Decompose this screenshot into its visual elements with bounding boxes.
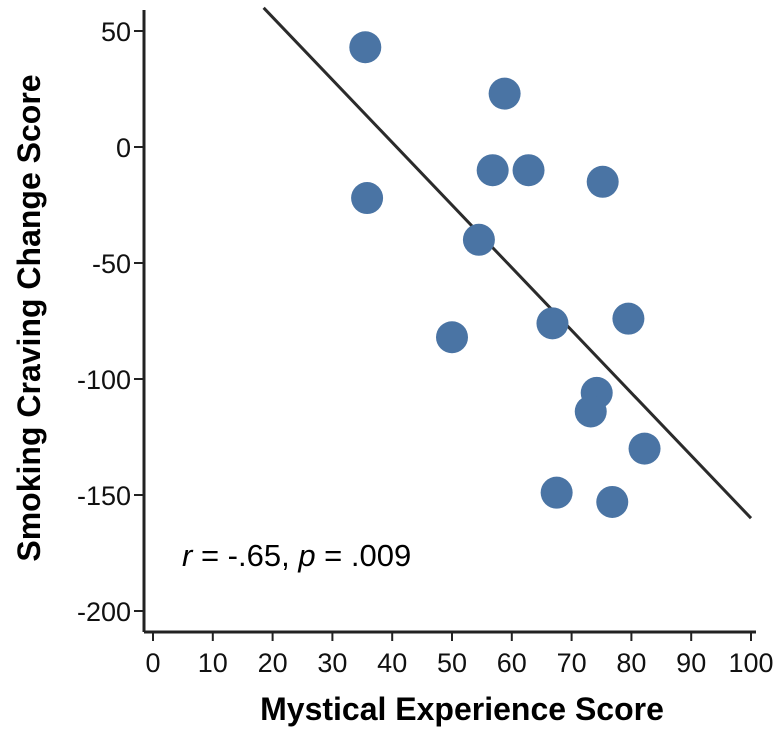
data-point xyxy=(512,154,545,187)
y-tick-label: 50 xyxy=(101,17,131,47)
p-label: p xyxy=(297,538,315,573)
data-point xyxy=(628,432,661,465)
correlation-annotation: r = -.65, p = .009 xyxy=(182,538,411,573)
x-tick-label: 20 xyxy=(258,648,288,678)
r-label: r xyxy=(182,538,194,573)
y-axis: 50 0 -50 -100 -150 -200 xyxy=(77,10,146,632)
data-point xyxy=(436,321,468,354)
data-point xyxy=(612,302,645,335)
y-tick-label: 0 xyxy=(116,133,131,163)
regression-line xyxy=(262,6,753,520)
x-tick-label: 60 xyxy=(497,648,527,678)
x-tick-group: 0 10 20 30 40 50 60 70 80 90 100 xyxy=(145,632,774,678)
data-point xyxy=(596,485,629,518)
x-tick-label: 30 xyxy=(317,648,347,678)
y-axis-title: Smoking Craving Change Score xyxy=(11,74,47,561)
x-axis-title: Mystical Experience Score xyxy=(260,691,664,727)
data-point xyxy=(574,395,607,428)
r-value-text: = -.65, xyxy=(192,538,298,573)
x-tick-label: 100 xyxy=(728,648,773,678)
data-point xyxy=(540,476,573,509)
data-point xyxy=(586,165,619,198)
data-point xyxy=(536,307,569,340)
data-points xyxy=(349,31,661,518)
data-point xyxy=(349,31,382,64)
x-tick-label: 0 xyxy=(145,648,160,678)
x-tick-label: 90 xyxy=(676,648,706,678)
x-tick-label: 10 xyxy=(198,648,228,678)
x-tick-label: 50 xyxy=(437,648,467,678)
data-point xyxy=(488,77,521,110)
y-tick-label: -100 xyxy=(77,365,131,395)
p-value-text: = .009 xyxy=(316,538,412,573)
x-tick-label: 70 xyxy=(557,648,587,678)
x-axis: 0 10 20 30 40 50 60 70 80 90 100 xyxy=(144,630,774,678)
x-tick-label: 80 xyxy=(616,648,646,678)
y-tick-group: 50 0 -50 -100 -150 -200 xyxy=(77,17,144,627)
data-point xyxy=(476,154,509,187)
x-tick-label: 40 xyxy=(377,648,407,678)
y-tick-label: -50 xyxy=(92,249,131,279)
data-point xyxy=(351,182,384,215)
y-tick-label: -150 xyxy=(77,481,131,511)
data-point xyxy=(462,223,495,256)
y-tick-label: -200 xyxy=(77,597,131,627)
